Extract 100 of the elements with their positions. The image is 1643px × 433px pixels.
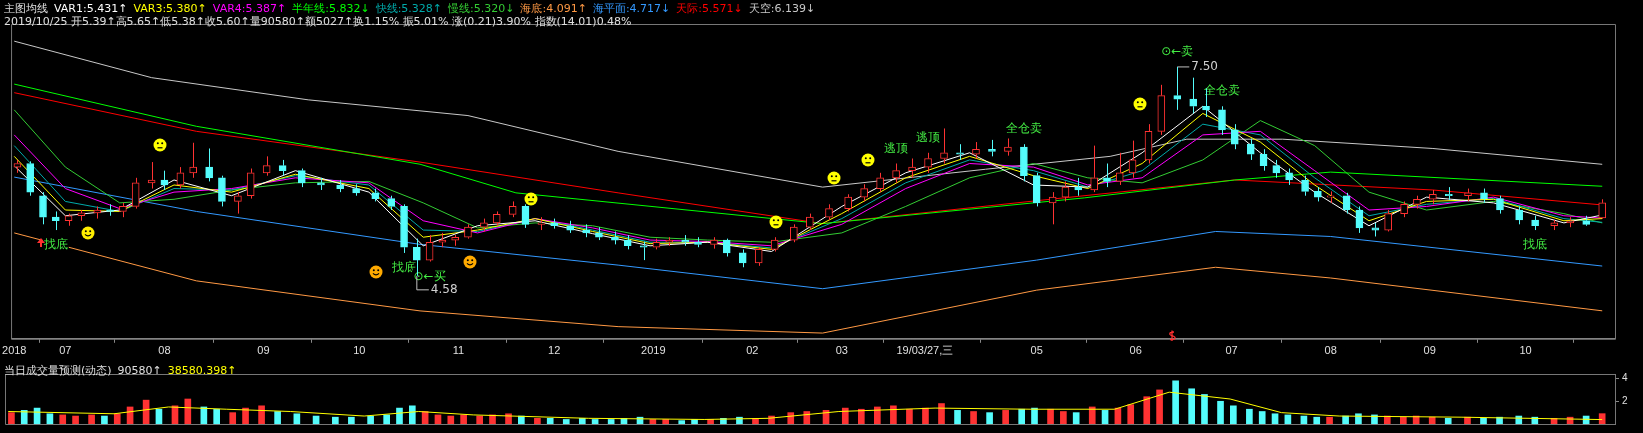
candlestick <box>770 236 779 253</box>
x-tick-label: 03 <box>835 344 848 357</box>
bar <box>1031 407 1038 424</box>
y-tick-label: 2 <box>1622 395 1628 407</box>
chart-subtitle: 2019/10/25 开5.39↑高5.65↑低5.38↑收5.60↑量90580↑额5027↑换1.15% 振5.01% 涨(0.21)3.90% 指数(14.01)0.48% <box>4 15 633 28</box>
text: 慢线:5.320↓ <box>448 2 515 15</box>
candlestick <box>1301 175 1309 197</box>
bar <box>332 416 339 424</box>
bar <box>607 419 615 424</box>
text: 天际:5.571↓ <box>676 2 743 15</box>
bar <box>986 412 993 424</box>
bar <box>534 417 541 424</box>
x-tick-label: 08 <box>158 344 171 357</box>
candlestick <box>566 220 575 234</box>
bar <box>906 408 913 424</box>
candlestick <box>1582 215 1591 225</box>
bar <box>591 419 599 424</box>
bar <box>954 410 961 424</box>
bar <box>1480 417 1487 424</box>
text: 海平面:4.717↓ <box>592 2 671 15</box>
bar <box>1047 408 1054 424</box>
bar <box>546 417 554 424</box>
candlestick <box>722 239 731 258</box>
candlestick <box>1384 209 1392 231</box>
bar <box>1127 404 1135 424</box>
candlestick <box>119 202 127 218</box>
candlestick <box>189 142 197 179</box>
bar <box>113 413 121 424</box>
candlestick <box>988 139 996 157</box>
bar <box>1002 410 1009 424</box>
bar <box>1101 410 1109 424</box>
candlestick <box>400 203 408 254</box>
candlestick <box>681 234 690 247</box>
bar <box>258 405 265 424</box>
bar <box>383 414 390 424</box>
candlestick <box>790 223 798 243</box>
bar <box>970 411 977 424</box>
bar <box>460 414 467 424</box>
candlestick <box>234 191 242 215</box>
annotation: 找底 <box>1522 237 1548 252</box>
bar <box>1217 400 1224 424</box>
bar <box>1172 380 1179 424</box>
candlestick <box>492 210 501 227</box>
candlestick <box>1218 105 1226 136</box>
bar <box>678 420 686 424</box>
chart-title: 当日成交量预测(动态) <box>4 364 112 377</box>
candlestick <box>176 166 185 190</box>
bar <box>8 412 15 424</box>
x-tick-label: 12 <box>548 344 561 357</box>
x-tick-label: 07 <box>1225 344 1238 357</box>
bar <box>72 415 79 424</box>
annotation: ⊙←买 <box>413 268 446 283</box>
bar <box>922 407 929 424</box>
bar <box>1355 413 1362 424</box>
candlestick <box>352 183 360 197</box>
candlestick <box>464 223 472 238</box>
annotation: 全仓卖 <box>1005 121 1042 136</box>
bar <box>408 405 416 424</box>
bar <box>1326 416 1333 424</box>
candlestick <box>710 236 718 250</box>
bar <box>1201 394 1208 424</box>
candlestick <box>1326 190 1335 204</box>
bar <box>1060 411 1067 424</box>
text: 快线:5.328↑ <box>375 2 443 15</box>
candlestick <box>1090 145 1099 193</box>
candlestick <box>639 241 648 261</box>
x-tick-label: 09 <box>257 344 270 357</box>
x-tick-label: 06 <box>1129 344 1142 357</box>
bar <box>841 407 849 424</box>
candlestick <box>1285 168 1293 186</box>
bar <box>1598 413 1606 424</box>
candlestick <box>1157 84 1166 136</box>
x-tick-label: 2019 <box>641 344 666 357</box>
candlestick <box>1173 66 1182 111</box>
candlestick <box>262 155 271 177</box>
candlestick <box>825 203 833 221</box>
x-tick-label: 09 <box>1423 344 1436 357</box>
bar <box>803 411 811 424</box>
annotation: 找底 <box>42 237 68 252</box>
candlestick <box>595 226 603 241</box>
candlestick <box>694 236 702 248</box>
text: VAR4:5.387↑ <box>212 2 287 15</box>
candlestick <box>297 168 306 188</box>
bar <box>367 415 374 424</box>
candlestick <box>860 183 868 202</box>
annotation: 7.50 <box>1191 59 1218 74</box>
bar <box>101 415 108 424</box>
bar <box>1444 417 1452 424</box>
candlestick <box>1566 216 1575 228</box>
candlestick <box>665 236 674 247</box>
bar <box>293 413 301 424</box>
bar <box>1188 388 1195 424</box>
candlestick <box>956 143 964 161</box>
candlestick <box>438 232 447 248</box>
bar <box>1143 396 1151 424</box>
x-tick-label: 02 <box>746 344 759 357</box>
candlestick <box>972 141 980 160</box>
y-tick-label: 4 <box>1622 372 1628 384</box>
candlestick <box>246 168 255 200</box>
text: 半年线:5.832↓ <box>292 2 370 15</box>
